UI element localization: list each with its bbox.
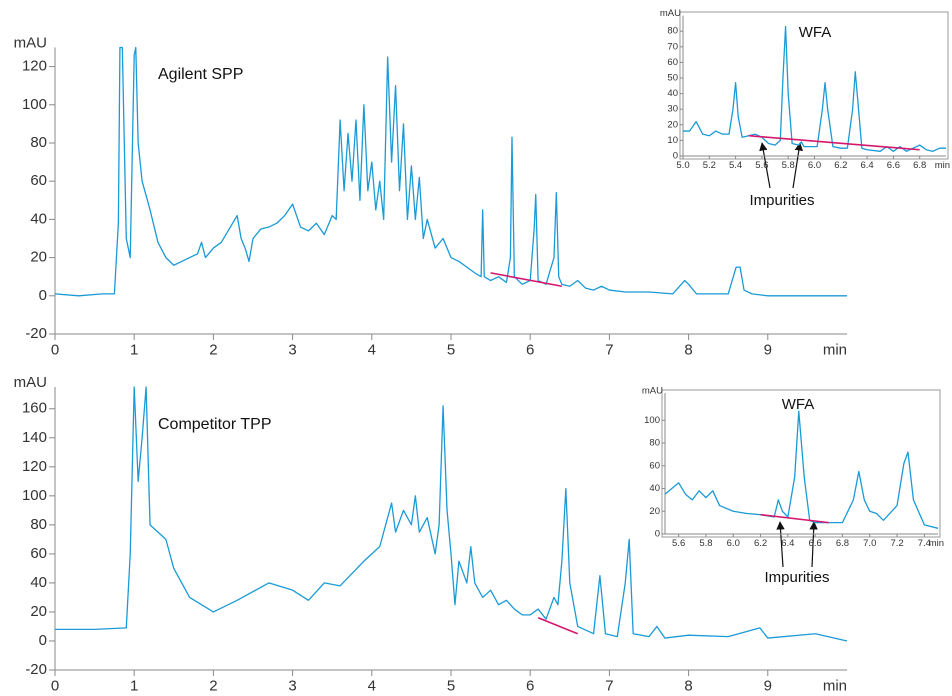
chromatogram-line (54, 46, 847, 297)
baseline-line (537, 617, 579, 635)
x-tick-label: 6.8 (836, 538, 849, 549)
x-tick-label: 3 (288, 341, 296, 358)
chromatogram-line (664, 410, 939, 529)
y-tick-label: 0 (655, 529, 660, 540)
x-tick-label: 5.8 (699, 538, 712, 549)
x-tick-label: 6.4 (860, 160, 873, 171)
x-tick-label: 7.2 (890, 538, 903, 549)
x-tick-label: 6.2 (754, 538, 767, 549)
x-tick-label: 5 (447, 341, 455, 358)
arrows (759, 142, 818, 568)
baseline-line (490, 272, 563, 288)
y-tick-label: 120 (22, 58, 47, 75)
x-tick-label: 5 (447, 677, 455, 694)
y-axis-label: mAU (660, 8, 681, 19)
x-tick-label: 6.8 (913, 160, 926, 171)
x-tick-label: 7 (605, 677, 613, 694)
x-axis-label: min (823, 677, 847, 694)
y-tick-label: 80 (649, 438, 660, 449)
chromatogram-line (683, 25, 946, 152)
chart-title: Competitor TPP (158, 416, 272, 433)
x-tick-label: 6 (526, 677, 534, 694)
y-tick-label: 40 (30, 210, 47, 227)
x-tick-label: 6.6 (809, 538, 822, 549)
y-tick-label: 40 (649, 483, 660, 494)
x-axis-label: min (929, 538, 944, 549)
x-axis-label: min (823, 341, 847, 358)
y-tick-label: -20 (25, 325, 47, 342)
y-tick-label: 60 (30, 172, 47, 189)
y-tick-label: 20 (30, 249, 47, 266)
y-tick-label: 60 (649, 460, 660, 471)
x-tick-label: 9 (764, 677, 772, 694)
y-tick-label: 80 (30, 516, 47, 533)
y-tick-label: 100 (644, 415, 660, 426)
chromatogram-line (55, 386, 848, 642)
x-tick-label: 1 (130, 341, 138, 358)
x-tick-label: 2 (209, 677, 217, 694)
x-tick-label: 8 (684, 341, 692, 358)
y-axis-label: mAU (14, 374, 47, 391)
y-tick-label: 60 (667, 57, 678, 68)
annotation: Impurities (764, 569, 829, 586)
y-axis-label: mAU (14, 34, 47, 51)
x-tick-label: 6.0 (727, 538, 740, 549)
x-tick-label: 6 (526, 341, 534, 358)
x-tick-label: 5.6 (755, 160, 768, 171)
y-tick-label: 40 (667, 88, 678, 99)
y-tick-label: 100 (22, 96, 47, 113)
y-tick-label: 80 (667, 26, 678, 37)
x-tick-label: 6.4 (781, 538, 794, 549)
x-tick-label: 0 (51, 677, 59, 694)
x-axis-label: min (935, 160, 950, 171)
x-tick-label: 2 (209, 341, 217, 358)
y-tick-label: 140 (22, 429, 47, 446)
y-tick-label: 20 (667, 119, 678, 130)
x-tick-label: 4 (368, 677, 376, 694)
y-tick-label: -20 (25, 661, 47, 678)
chart-title: Agilent SPP (158, 66, 243, 83)
x-tick-label: 7.4 (918, 538, 931, 549)
x-tick-label: 4 (368, 341, 376, 358)
x-tick-label: 3 (288, 677, 296, 694)
inset-frame (661, 389, 941, 538)
x-tick-label: 7 (605, 341, 613, 358)
x-tick-label: 7.0 (863, 538, 876, 549)
y-axis-label: mAU (642, 386, 663, 397)
x-tick-label: 5.8 (782, 160, 795, 171)
x-tick-label: 6.2 (834, 160, 847, 171)
x-tick-label: 9 (764, 341, 772, 358)
x-tick-label: 5.6 (672, 538, 685, 549)
baseline-line (748, 134, 920, 151)
y-tick-label: 10 (667, 135, 678, 146)
y-tick-label: 120 (22, 458, 47, 475)
y-tick-label: 70 (667, 41, 678, 52)
annotation: WFA (799, 24, 832, 41)
x-tick-label: 5.2 (703, 160, 716, 171)
y-tick-label: 160 (22, 400, 47, 417)
baseline-line (760, 513, 829, 524)
y-tick-label: 80 (30, 134, 47, 151)
x-tick-label: 1 (130, 677, 138, 694)
x-tick-label: 5.0 (676, 160, 689, 171)
y-tick-label: 40 (30, 574, 47, 591)
x-tick-label: 0 (51, 341, 59, 358)
annotation: WFA (782, 396, 815, 413)
x-tick-label: 8 (684, 677, 692, 694)
y-tick-label: 30 (667, 104, 678, 115)
y-tick-label: 60 (30, 545, 47, 562)
x-tick-label: 6.6 (887, 160, 900, 171)
y-tick-label: 0 (39, 632, 47, 649)
x-tick-label: 6.0 (808, 160, 821, 171)
y-tick-label: 20 (30, 603, 47, 620)
annotation: Impurities (749, 192, 814, 209)
y-tick-label: 0 (39, 287, 47, 304)
y-tick-label: 20 (649, 506, 660, 517)
y-tick-label: 100 (22, 487, 47, 504)
y-tick-label: 50 (667, 73, 678, 84)
x-tick-label: 5.4 (729, 160, 742, 171)
y-tick-label: 0 (673, 151, 678, 162)
